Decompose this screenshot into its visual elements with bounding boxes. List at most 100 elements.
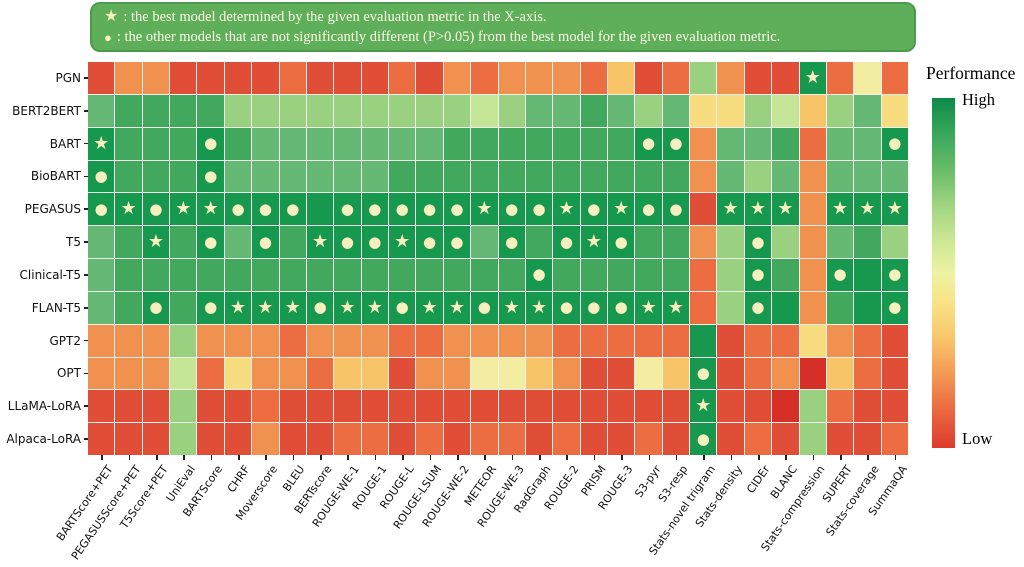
heatmap-cell [115, 324, 142, 357]
heatmap-cell [115, 160, 142, 193]
heatmap-cell [224, 160, 252, 193]
heatmap-cell [607, 324, 635, 357]
heatmap-cell [662, 324, 690, 357]
heatmap-cell: ● [690, 423, 717, 455]
best-model-star-icon: ★ [613, 198, 630, 220]
y-tick-mark [84, 405, 88, 408]
heatmap-cell [170, 291, 197, 324]
best-model-star-icon: ★ [832, 198, 849, 220]
heatmap-cell [224, 324, 252, 357]
heatmap-cell [115, 390, 142, 423]
heatmap-cell [334, 62, 361, 94]
heatmap-cell [334, 324, 361, 357]
heatmap-cell [334, 160, 361, 193]
heatmap-cell [88, 390, 115, 423]
heatmap-cell [772, 127, 799, 160]
heatmap-cell [224, 423, 252, 455]
heatmap-cell: ★ [443, 291, 471, 324]
heatmap-cell [744, 390, 772, 423]
not-significant-circle-icon: ● [751, 298, 765, 317]
heatmap-cell [525, 357, 553, 390]
heatmap-cell [717, 291, 744, 324]
heatmap-cell [279, 127, 306, 160]
x-tick-mark [265, 455, 267, 460]
heatmap-cell [389, 94, 416, 127]
heatmap-cell: ● [361, 226, 389, 258]
heatmap-cell [580, 160, 607, 193]
heatmap-cell [197, 324, 224, 357]
heatmap-cell [389, 390, 416, 423]
heatmap-cell [279, 94, 306, 127]
heatmap-cell: ● [607, 291, 635, 324]
heatmap-cell [498, 94, 525, 127]
heatmap-cell: ★ [334, 291, 361, 324]
y-tick-mark [84, 306, 88, 309]
heatmap-cell [662, 62, 690, 94]
heatmap-cell [607, 423, 635, 455]
heatmap-cell [881, 62, 908, 94]
heatmap-cell [826, 390, 854, 423]
heatmap-cell: ● [662, 127, 690, 160]
not-significant-circle-icon: ● [149, 298, 163, 317]
heatmap-cell [389, 423, 416, 455]
heatmap-cell [142, 423, 170, 455]
heatmap-cell [279, 423, 306, 455]
heatmap-cell [252, 390, 279, 423]
heatmap-cell [772, 423, 799, 455]
heatmap-cell [854, 127, 881, 160]
heatmap-cell: ● [443, 193, 471, 226]
heatmap-cell: ★ [553, 193, 580, 226]
heatmap-cell [361, 390, 389, 423]
heatmap-cell [170, 324, 197, 357]
heatmap-cell: ● [744, 259, 772, 291]
heatmap-cell: ★ [170, 193, 197, 226]
heatmap-cell [854, 226, 881, 258]
x-axis-ticks [0, 455, 1024, 461]
colorbar-title: Performance [926, 63, 1016, 83]
x-tick-mark [484, 455, 486, 460]
best-model-star-icon: ★ [312, 231, 329, 253]
not-significant-circle-icon: ● [641, 199, 656, 218]
best-model-star-icon: ★ [339, 296, 356, 318]
heatmap-cell [334, 127, 361, 160]
heatmap-cell: ★ [361, 291, 389, 324]
heatmap-cell [252, 160, 279, 193]
y-tick-mark [84, 372, 88, 375]
heatmap-cell [799, 423, 826, 455]
not-significant-circle-icon: ● [751, 232, 765, 251]
heatmap-cell [361, 94, 389, 127]
heatmap-cell: ● [197, 226, 224, 258]
heatmap-cell [553, 324, 580, 357]
heatmap-cell [197, 62, 224, 94]
heatmap-cell [279, 259, 306, 291]
x-tick-mark [292, 455, 295, 460]
not-significant-circle-icon: ● [258, 232, 272, 251]
heatmap-cell [361, 127, 389, 160]
not-significant-circle-icon: ● [368, 232, 382, 251]
heatmap-cell [197, 259, 224, 291]
heatmap-cell [498, 357, 525, 390]
circle-icon: ● [104, 29, 112, 45]
heatmap-cell [635, 94, 662, 127]
heatmap-cell [772, 226, 799, 258]
heatmap-cell [772, 291, 799, 324]
heatmap-cell: ● [525, 193, 553, 226]
best-model-star-icon: ★ [93, 132, 110, 154]
heatmap-cell [361, 160, 389, 193]
heatmap-cell [416, 127, 443, 160]
heatmap-cell: ★ [799, 62, 826, 94]
heatmap-cell: ★ [881, 193, 908, 226]
heatmap-cell [854, 62, 881, 94]
heatmap-cell: ★ [580, 226, 607, 258]
heatmap-cell [471, 324, 498, 357]
heatmap-cell [252, 357, 279, 390]
heatmap-cell [717, 160, 744, 193]
heatmap-cell [115, 226, 142, 258]
x-tick-mark [128, 455, 131, 460]
heatmap-cell [826, 94, 854, 127]
x-axis-labels: BARTScore+PET PEGASUSScore+PET T5Score+PET… [0, 463, 1024, 567]
y-tick-mark [84, 175, 88, 178]
best-model-star-icon: ★ [749, 198, 767, 220]
x-tick-mark [675, 455, 678, 460]
not-significant-circle-icon: ● [833, 265, 847, 284]
